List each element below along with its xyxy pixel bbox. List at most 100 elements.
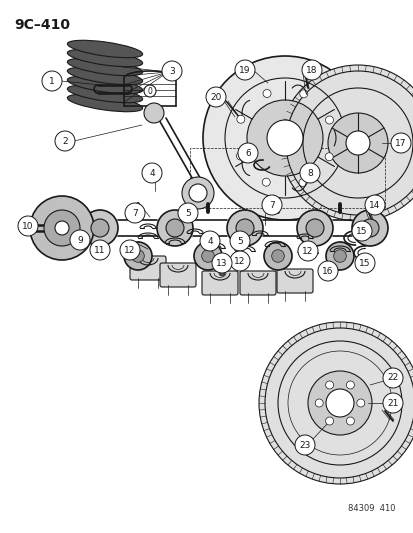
FancyBboxPatch shape (276, 269, 312, 293)
Text: 18: 18 (306, 66, 317, 75)
Text: 16: 16 (321, 266, 333, 276)
Circle shape (161, 61, 182, 81)
Circle shape (333, 249, 345, 262)
Circle shape (382, 393, 402, 413)
Circle shape (294, 435, 314, 455)
Text: 10: 10 (22, 222, 34, 230)
Bar (190, 148, 384, 208)
Circle shape (44, 210, 80, 246)
Text: 6: 6 (244, 149, 250, 157)
Circle shape (42, 71, 62, 91)
Text: 1: 1 (49, 77, 55, 85)
Text: 7: 7 (132, 208, 138, 217)
Circle shape (346, 417, 354, 425)
Text: 19: 19 (239, 66, 250, 75)
Text: 14: 14 (368, 200, 380, 209)
Circle shape (131, 249, 144, 262)
Text: 5: 5 (185, 208, 190, 217)
Text: 84309  410: 84309 410 (347, 504, 395, 513)
Text: 13: 13 (216, 259, 227, 268)
Circle shape (226, 210, 262, 246)
Text: 4: 4 (149, 168, 154, 177)
Ellipse shape (67, 85, 142, 103)
Circle shape (120, 240, 140, 260)
Circle shape (305, 219, 323, 237)
Circle shape (354, 253, 374, 273)
Text: 0: 0 (147, 86, 152, 95)
Text: 11: 11 (94, 246, 105, 254)
Circle shape (230, 251, 249, 271)
Circle shape (124, 242, 152, 270)
Text: 4: 4 (206, 237, 212, 246)
Text: 9C–410: 9C–410 (14, 18, 70, 32)
Circle shape (390, 133, 410, 153)
Circle shape (70, 230, 90, 250)
Text: 12: 12 (124, 246, 135, 254)
Circle shape (325, 381, 333, 389)
Circle shape (382, 368, 402, 388)
Circle shape (346, 381, 354, 389)
Circle shape (18, 216, 38, 236)
Circle shape (202, 56, 366, 220)
Circle shape (356, 399, 364, 407)
Circle shape (279, 65, 413, 221)
Circle shape (189, 184, 206, 202)
Circle shape (263, 242, 291, 270)
FancyBboxPatch shape (240, 271, 275, 295)
Circle shape (307, 371, 371, 435)
Circle shape (247, 100, 322, 176)
Text: 20: 20 (210, 93, 221, 101)
Circle shape (266, 120, 302, 156)
Circle shape (262, 90, 271, 98)
Circle shape (90, 240, 110, 260)
Circle shape (55, 221, 69, 235)
Circle shape (236, 152, 244, 160)
Circle shape (299, 90, 307, 98)
Text: 15: 15 (358, 259, 370, 268)
Circle shape (351, 210, 387, 246)
Circle shape (325, 116, 333, 124)
Circle shape (345, 131, 369, 155)
Circle shape (182, 177, 214, 209)
Circle shape (236, 115, 244, 123)
Text: 5: 5 (237, 237, 242, 246)
Circle shape (199, 231, 219, 251)
Circle shape (157, 210, 192, 246)
Ellipse shape (67, 49, 142, 67)
Circle shape (261, 178, 270, 186)
Circle shape (55, 131, 75, 151)
Circle shape (125, 203, 145, 223)
Text: 2: 2 (62, 136, 68, 146)
Ellipse shape (67, 41, 142, 58)
Circle shape (360, 219, 378, 237)
Text: 21: 21 (387, 399, 398, 408)
Circle shape (82, 210, 118, 246)
Circle shape (317, 261, 337, 281)
Circle shape (301, 60, 321, 80)
Circle shape (325, 389, 353, 417)
Circle shape (144, 103, 164, 123)
Circle shape (327, 113, 387, 173)
Circle shape (324, 153, 332, 161)
Text: 7: 7 (268, 200, 274, 209)
Circle shape (297, 241, 317, 261)
Circle shape (30, 196, 94, 260)
Ellipse shape (67, 94, 142, 112)
Circle shape (178, 203, 197, 223)
Circle shape (230, 231, 249, 251)
FancyBboxPatch shape (159, 263, 195, 287)
Circle shape (235, 60, 254, 80)
Circle shape (206, 87, 225, 107)
Circle shape (325, 417, 333, 425)
Circle shape (298, 179, 306, 187)
Circle shape (194, 242, 221, 270)
Circle shape (237, 143, 257, 163)
Text: 8: 8 (306, 168, 312, 177)
Circle shape (271, 249, 284, 262)
Text: 15: 15 (356, 227, 367, 236)
Circle shape (296, 210, 332, 246)
FancyBboxPatch shape (130, 256, 166, 280)
Text: 12: 12 (301, 246, 313, 255)
Text: 12: 12 (234, 256, 245, 265)
Ellipse shape (67, 67, 142, 85)
